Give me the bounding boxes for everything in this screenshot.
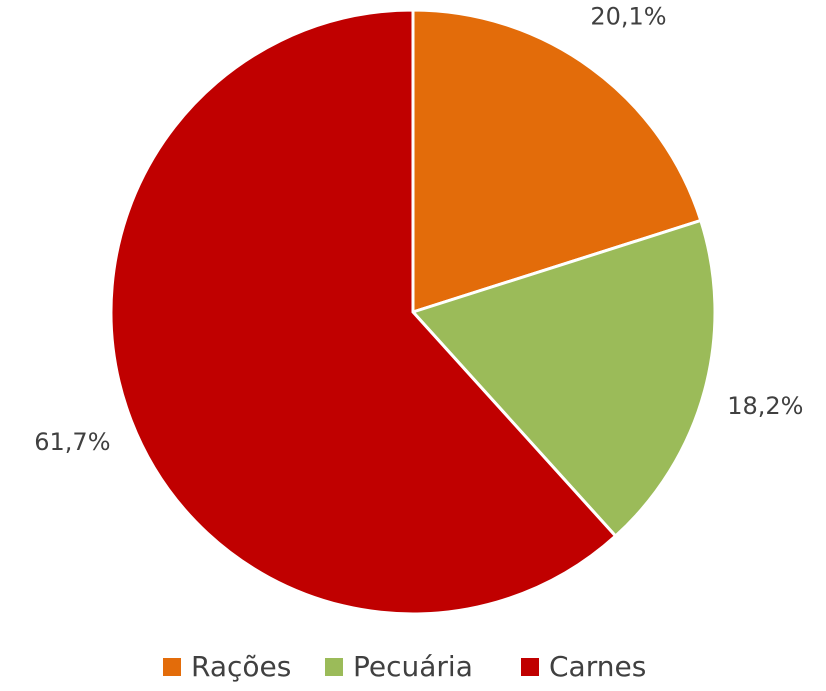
data-label: 61,7% [34, 428, 110, 456]
pie-slice [411, 8, 703, 315]
legend-swatch [521, 658, 539, 676]
legend-label: Rações [191, 650, 291, 683]
legend-label: Pecuária [353, 650, 473, 683]
pie-slice [109, 8, 618, 616]
legend-label: Carnes [549, 650, 646, 683]
pie-slice [410, 218, 717, 539]
legend-swatch [163, 658, 181, 676]
data-label: 20,1% [590, 2, 666, 30]
legend-swatch [325, 658, 343, 676]
data-label: 18,2% [727, 392, 803, 420]
